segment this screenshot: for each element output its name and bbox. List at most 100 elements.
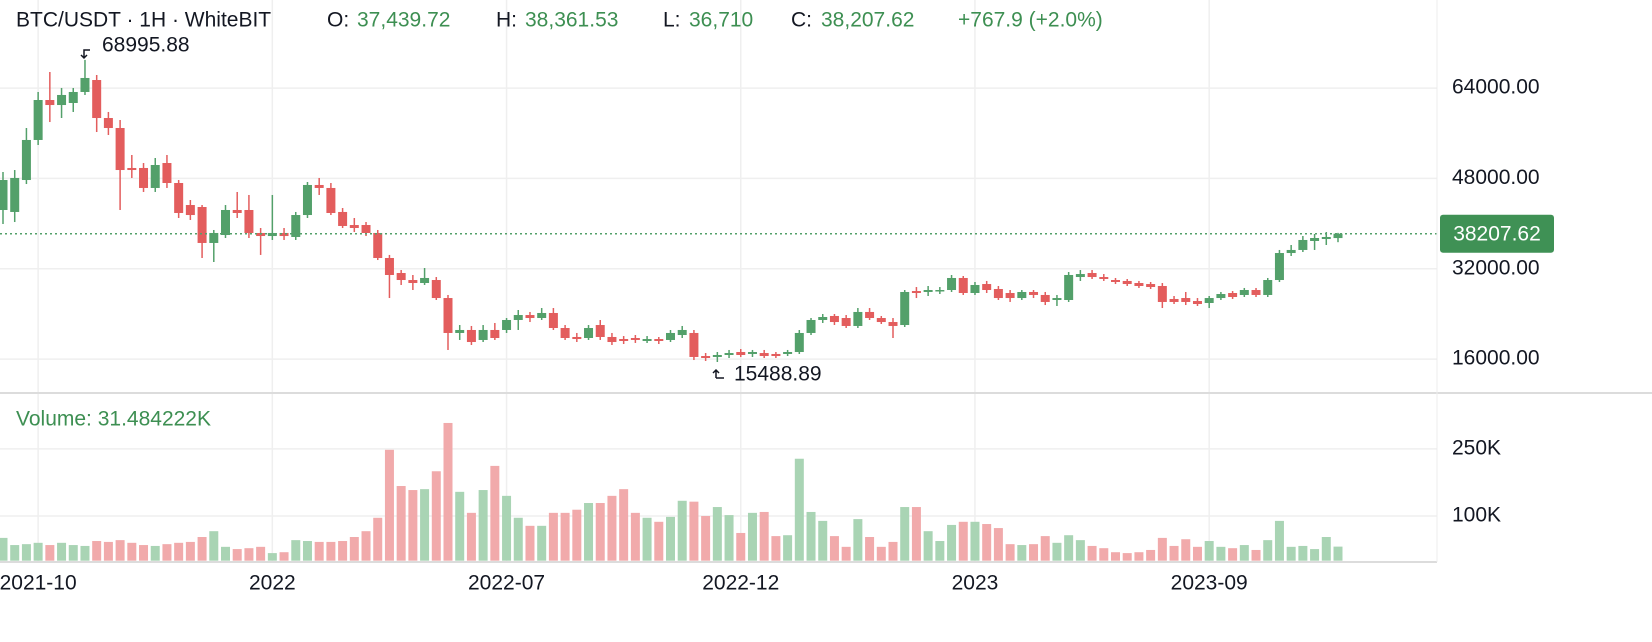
candle-body (666, 332, 675, 340)
candle-body (747, 352, 757, 354)
volume-bar (1146, 549, 1156, 561)
volume-bar (45, 545, 55, 561)
candle-body (841, 318, 851, 326)
header-label: C: (791, 9, 812, 32)
y-tick-label: 64000.00 (1452, 76, 1540, 99)
candle-body (1310, 238, 1320, 241)
candle-body (958, 277, 968, 293)
volume-bar (396, 486, 406, 561)
candle-body (947, 277, 957, 291)
candle-body (525, 315, 535, 319)
volume-bar (923, 531, 933, 561)
candle-body (139, 167, 149, 188)
candle-body (1298, 239, 1308, 250)
candle-body (806, 319, 816, 333)
volume-bar (361, 531, 371, 561)
volume-bar (232, 549, 242, 561)
volume-bar (736, 532, 746, 561)
volume-bar (747, 512, 757, 561)
volume-bar (502, 495, 512, 561)
header-label: H: (496, 9, 517, 32)
candle-body (818, 316, 828, 320)
volume-bar (794, 458, 804, 561)
candle-body (1111, 280, 1120, 282)
candle-body (1099, 277, 1109, 279)
volume-bar (68, 545, 78, 561)
candle-body (771, 353, 781, 357)
candle-body (1087, 273, 1097, 278)
candle-body (630, 338, 640, 340)
candle-body (654, 339, 664, 341)
candle-body (115, 128, 125, 171)
volume-bar (373, 517, 383, 561)
candle-body (244, 209, 254, 233)
volume-bar (384, 449, 394, 561)
candle-body (1075, 274, 1085, 278)
volume-bar (455, 491, 465, 561)
volume-bar (10, 545, 20, 561)
y-tick-label: 48000.00 (1452, 166, 1540, 189)
candle-body (642, 339, 652, 341)
header-value: 36,710 (689, 9, 753, 32)
y-tick-label: 100K (1452, 504, 1501, 527)
header-value: 38,361.53 (525, 9, 618, 32)
candle-body (982, 284, 992, 291)
candle-body (1005, 292, 1015, 299)
candle-body (33, 100, 43, 140)
volume-bar (1017, 545, 1027, 561)
candle-body (701, 356, 711, 358)
candle-body (993, 288, 1003, 299)
volume-bar (935, 541, 945, 561)
candle-body (595, 325, 605, 337)
volume-bar (1099, 548, 1109, 561)
volume-bar (92, 541, 102, 561)
candle-body (80, 77, 90, 92)
y-tick-label: 16000.00 (1452, 347, 1540, 370)
volume-bar (958, 521, 968, 561)
volume-bar (595, 503, 605, 561)
candle-body (1216, 294, 1226, 299)
volume-bar (666, 516, 675, 561)
volume-bar (1321, 536, 1331, 561)
candle-body (619, 339, 629, 341)
candle-body (150, 164, 160, 188)
candle-body (103, 118, 113, 129)
volume-bar (1111, 552, 1120, 561)
candle-body (232, 209, 242, 213)
volume-bar (244, 548, 254, 561)
volume-bar (783, 535, 793, 561)
candle-body (1333, 233, 1343, 239)
volume-bar (1040, 536, 1050, 561)
volume-bar (572, 509, 582, 561)
candle-body (1052, 298, 1062, 301)
volume-bar (1052, 542, 1062, 561)
volume-bar (1075, 540, 1085, 561)
volume-bar (1005, 544, 1015, 561)
candle-body (1146, 284, 1156, 288)
candle-body (45, 100, 55, 106)
candle-body (10, 177, 20, 212)
volume-bar (466, 512, 476, 561)
candle-body (935, 290, 945, 292)
high-annotation: 68995.88 (102, 34, 190, 57)
candle-body (1228, 292, 1238, 298)
x-tick-label: 2021-10 (0, 572, 77, 595)
candle-body (466, 329, 476, 343)
volume-bar (1157, 537, 1167, 561)
volume-bar (1228, 548, 1238, 561)
candle-body (888, 322, 898, 326)
volume-bar (256, 546, 266, 561)
volume-bar (1029, 544, 1039, 561)
volume-bar (115, 540, 125, 561)
low-arrow (712, 368, 724, 379)
candle-body (338, 211, 348, 226)
candle-body (548, 312, 558, 329)
volume-bar (420, 489, 430, 561)
candle-body (256, 232, 266, 237)
volume-bar (701, 515, 711, 561)
volume-bar (1134, 552, 1144, 561)
candle-body (443, 298, 453, 333)
candle-body (490, 329, 500, 339)
volume-bar (1286, 546, 1296, 561)
candle-body (373, 232, 383, 258)
